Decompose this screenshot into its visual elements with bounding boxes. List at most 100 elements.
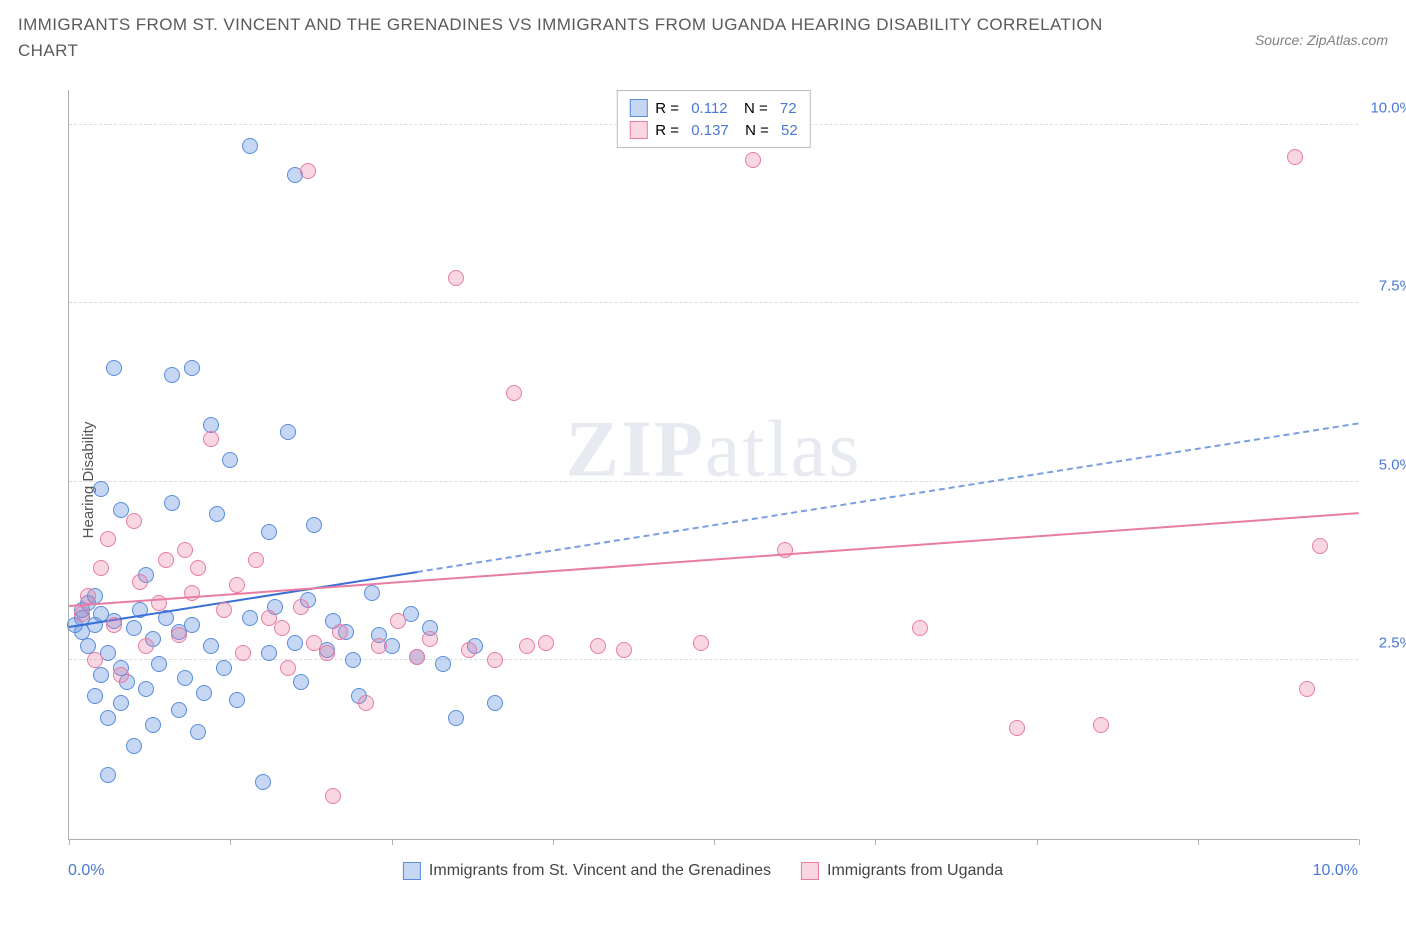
data-point bbox=[422, 631, 438, 647]
data-point bbox=[448, 710, 464, 726]
data-point bbox=[93, 560, 109, 576]
chart-container: Hearing Disability ZIPatlas R = 0.112 N … bbox=[18, 80, 1388, 880]
watermark-atlas: atlas bbox=[705, 405, 862, 493]
data-point bbox=[171, 627, 187, 643]
data-point bbox=[538, 635, 554, 651]
data-point bbox=[364, 585, 380, 601]
data-point bbox=[203, 638, 219, 654]
data-point bbox=[184, 360, 200, 376]
x-tick bbox=[1198, 839, 1199, 845]
data-point bbox=[1312, 538, 1328, 554]
legend-stat-row: R = 0.137 N = 52 bbox=[629, 119, 797, 141]
y-tick-label: 10.0% bbox=[1370, 99, 1406, 116]
data-point bbox=[145, 717, 161, 733]
data-point bbox=[300, 163, 316, 179]
x-tick bbox=[553, 839, 554, 845]
legend-r-value: 0.112 bbox=[691, 100, 727, 117]
grid-line bbox=[69, 481, 1358, 482]
data-point bbox=[158, 552, 174, 568]
data-point bbox=[248, 552, 264, 568]
data-point bbox=[106, 617, 122, 633]
data-point bbox=[113, 667, 129, 683]
data-point bbox=[461, 642, 477, 658]
x-axis-min-label: 0.0% bbox=[68, 862, 104, 880]
data-point bbox=[409, 649, 425, 665]
data-point bbox=[177, 670, 193, 686]
x-tick bbox=[392, 839, 393, 845]
data-point bbox=[171, 702, 187, 718]
data-point bbox=[590, 638, 606, 654]
data-point bbox=[138, 681, 154, 697]
data-point bbox=[209, 506, 225, 522]
data-point bbox=[229, 577, 245, 593]
data-point bbox=[506, 385, 522, 401]
data-point bbox=[190, 724, 206, 740]
x-tick bbox=[230, 839, 231, 845]
data-point bbox=[390, 613, 406, 629]
data-point bbox=[164, 367, 180, 383]
legend-swatch bbox=[629, 99, 647, 117]
data-point bbox=[196, 685, 212, 701]
data-point bbox=[151, 656, 167, 672]
plot-area: ZIPatlas R = 0.112 N = 72R = 0.137 N = 5… bbox=[68, 90, 1358, 840]
legend-series: Immigrants from St. Vincent and the Gren… bbox=[403, 862, 1003, 880]
x-axis-max-label: 10.0% bbox=[1313, 862, 1358, 880]
data-point bbox=[100, 767, 116, 783]
legend-n-label: N = bbox=[736, 100, 772, 117]
data-point bbox=[190, 560, 206, 576]
y-tick-label: 7.5% bbox=[1379, 278, 1406, 295]
data-point bbox=[319, 645, 335, 661]
data-point bbox=[184, 617, 200, 633]
data-point bbox=[487, 695, 503, 711]
data-point bbox=[216, 660, 232, 676]
data-point bbox=[519, 638, 535, 654]
y-tick-label: 2.5% bbox=[1379, 635, 1406, 652]
trend-line bbox=[417, 423, 1359, 574]
data-point bbox=[126, 738, 142, 754]
data-point bbox=[274, 620, 290, 636]
x-tick bbox=[1037, 839, 1038, 845]
data-point bbox=[87, 688, 103, 704]
legend-r-label: R = bbox=[655, 122, 683, 139]
legend-stat-row: R = 0.112 N = 72 bbox=[629, 97, 797, 119]
data-point bbox=[261, 645, 277, 661]
data-point bbox=[126, 513, 142, 529]
data-point bbox=[293, 674, 309, 690]
data-point bbox=[1009, 720, 1025, 736]
data-point bbox=[74, 606, 90, 622]
legend-label: Immigrants from Uganda bbox=[827, 862, 1003, 880]
data-point bbox=[435, 656, 451, 672]
data-point bbox=[693, 635, 709, 651]
data-point bbox=[100, 531, 116, 547]
data-point bbox=[93, 481, 109, 497]
data-point bbox=[93, 667, 109, 683]
legend-r-value: 0.137 bbox=[691, 122, 729, 139]
legend-n-value: 52 bbox=[781, 122, 798, 139]
data-point bbox=[293, 599, 309, 615]
data-point bbox=[100, 710, 116, 726]
x-tick bbox=[875, 839, 876, 845]
data-point bbox=[280, 424, 296, 440]
data-point bbox=[126, 620, 142, 636]
legend-item: Immigrants from St. Vincent and the Gren… bbox=[403, 862, 771, 880]
data-point bbox=[229, 692, 245, 708]
data-point bbox=[106, 360, 122, 376]
legend-r-label: R = bbox=[655, 100, 683, 117]
data-point bbox=[487, 652, 503, 668]
data-point bbox=[177, 542, 193, 558]
data-point bbox=[222, 452, 238, 468]
data-point bbox=[113, 695, 129, 711]
data-point bbox=[358, 695, 374, 711]
data-point bbox=[306, 517, 322, 533]
data-point bbox=[332, 624, 348, 640]
data-point bbox=[345, 652, 361, 668]
data-point bbox=[80, 588, 96, 604]
legend-swatch bbox=[629, 121, 647, 139]
data-point bbox=[448, 270, 464, 286]
data-point bbox=[261, 524, 277, 540]
data-point bbox=[1299, 681, 1315, 697]
data-point bbox=[235, 645, 251, 661]
x-tick bbox=[714, 839, 715, 845]
data-point bbox=[242, 138, 258, 154]
data-point bbox=[745, 152, 761, 168]
